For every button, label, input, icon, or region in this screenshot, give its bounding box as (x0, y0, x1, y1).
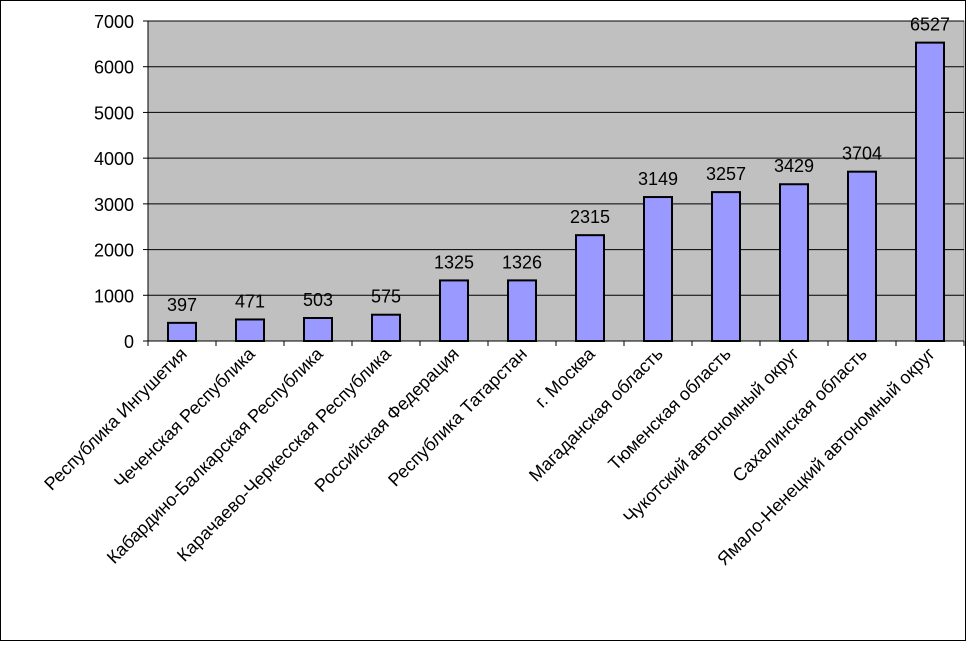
bar (167, 321, 197, 343)
y-tick-label: 7000 (94, 12, 134, 32)
data-label: 1325 (434, 252, 474, 272)
y-tick-label: 3000 (94, 195, 134, 215)
bar (643, 196, 673, 342)
data-label: 6527 (910, 15, 950, 35)
bar (235, 318, 265, 342)
x-tick-label: Чеченская Республика (110, 343, 259, 492)
y-tick-label: 1000 (94, 286, 134, 306)
bar (779, 183, 809, 342)
y-tick-labels: 0 1000 2000 3000 4000 5000 6000 7000 (94, 12, 134, 352)
data-label: 3429 (774, 156, 814, 176)
data-label: 397 (167, 295, 197, 315)
bars (167, 41, 945, 343)
plot-area (147, 20, 965, 342)
x-tick-label: Тюменская область (604, 344, 734, 474)
bar (847, 170, 877, 342)
y-tick-label: 4000 (94, 149, 134, 169)
x-tick-label: Сахалинская область (729, 344, 871, 486)
data-label: 3257 (706, 164, 746, 184)
bar (711, 191, 741, 342)
bar (507, 279, 537, 342)
bar (575, 234, 605, 343)
bar (303, 317, 333, 342)
y-tick-label: 2000 (94, 241, 134, 261)
x-tick-label: Республика Татарстан (384, 344, 531, 491)
y-tick-label: 5000 (94, 103, 134, 123)
data-label: 503 (303, 290, 333, 310)
gridlines (143, 20, 964, 342)
data-label: 471 (235, 291, 265, 311)
x-tick-label: г. Москва (531, 343, 599, 411)
y-tick-label: 6000 (94, 58, 134, 78)
data-label: 2315 (570, 207, 610, 227)
data-label: 1326 (502, 252, 542, 272)
bar (371, 313, 401, 343)
bar (915, 41, 945, 342)
data-label: 3704 (842, 144, 882, 164)
bar (439, 279, 469, 342)
axes (147, 21, 965, 346)
y-tick-label: 0 (124, 332, 134, 352)
data-label: 575 (371, 287, 401, 307)
data-label: 3149 (638, 169, 678, 189)
x-tick-label: Магаданская область (525, 344, 667, 486)
data-labels: 397 471 503 575 1325 1326 2315 3149 3257 3429 3704… (167, 15, 950, 315)
